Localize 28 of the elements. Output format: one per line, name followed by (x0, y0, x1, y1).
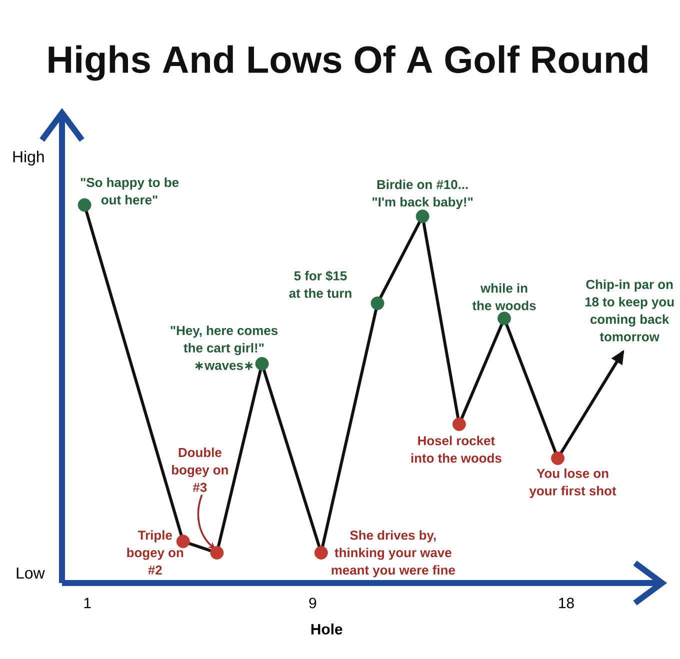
text: Low (16, 568, 45, 579)
point (314, 546, 328, 560)
annotation: "So happy to be out here" (80, 178, 179, 204)
chart-title: Highs And Lows Of A Golf Round (48, 45, 648, 81)
x-tick-label: 18 (559, 598, 574, 608)
annotation: Chip-in par on 18 to keep you coming back tomorrow (585, 280, 674, 342)
point (498, 312, 512, 326)
point (78, 198, 92, 212)
annotation: She drives by, thinking your wave meant you were fine (332, 530, 455, 578)
point (370, 296, 384, 310)
point (416, 210, 430, 224)
annotation: You lose on your first shot (529, 468, 616, 498)
point (551, 452, 565, 466)
point (176, 534, 190, 548)
annotation: Hosel rocket into the woods (411, 436, 502, 463)
point (452, 417, 466, 431)
annotation: Birdie on #10... "I'm back baby!" (372, 180, 473, 210)
annotation: 5 for $15 at the turn (289, 270, 352, 298)
x-tick-label: 9 (309, 598, 316, 608)
point (210, 546, 224, 560)
text: High (13, 150, 44, 166)
annotation: "Hey, here comes the cart girl!" ∗waves∗ (170, 326, 278, 370)
point (255, 357, 269, 371)
annotation: Triple bogey on #2 (127, 530, 184, 575)
x-tick-label: 1 (84, 598, 91, 608)
annotation: Double bogey on #3 (172, 448, 228, 492)
annotation: while in the woods (472, 283, 536, 310)
x-axis-title: Hole (311, 624, 342, 634)
